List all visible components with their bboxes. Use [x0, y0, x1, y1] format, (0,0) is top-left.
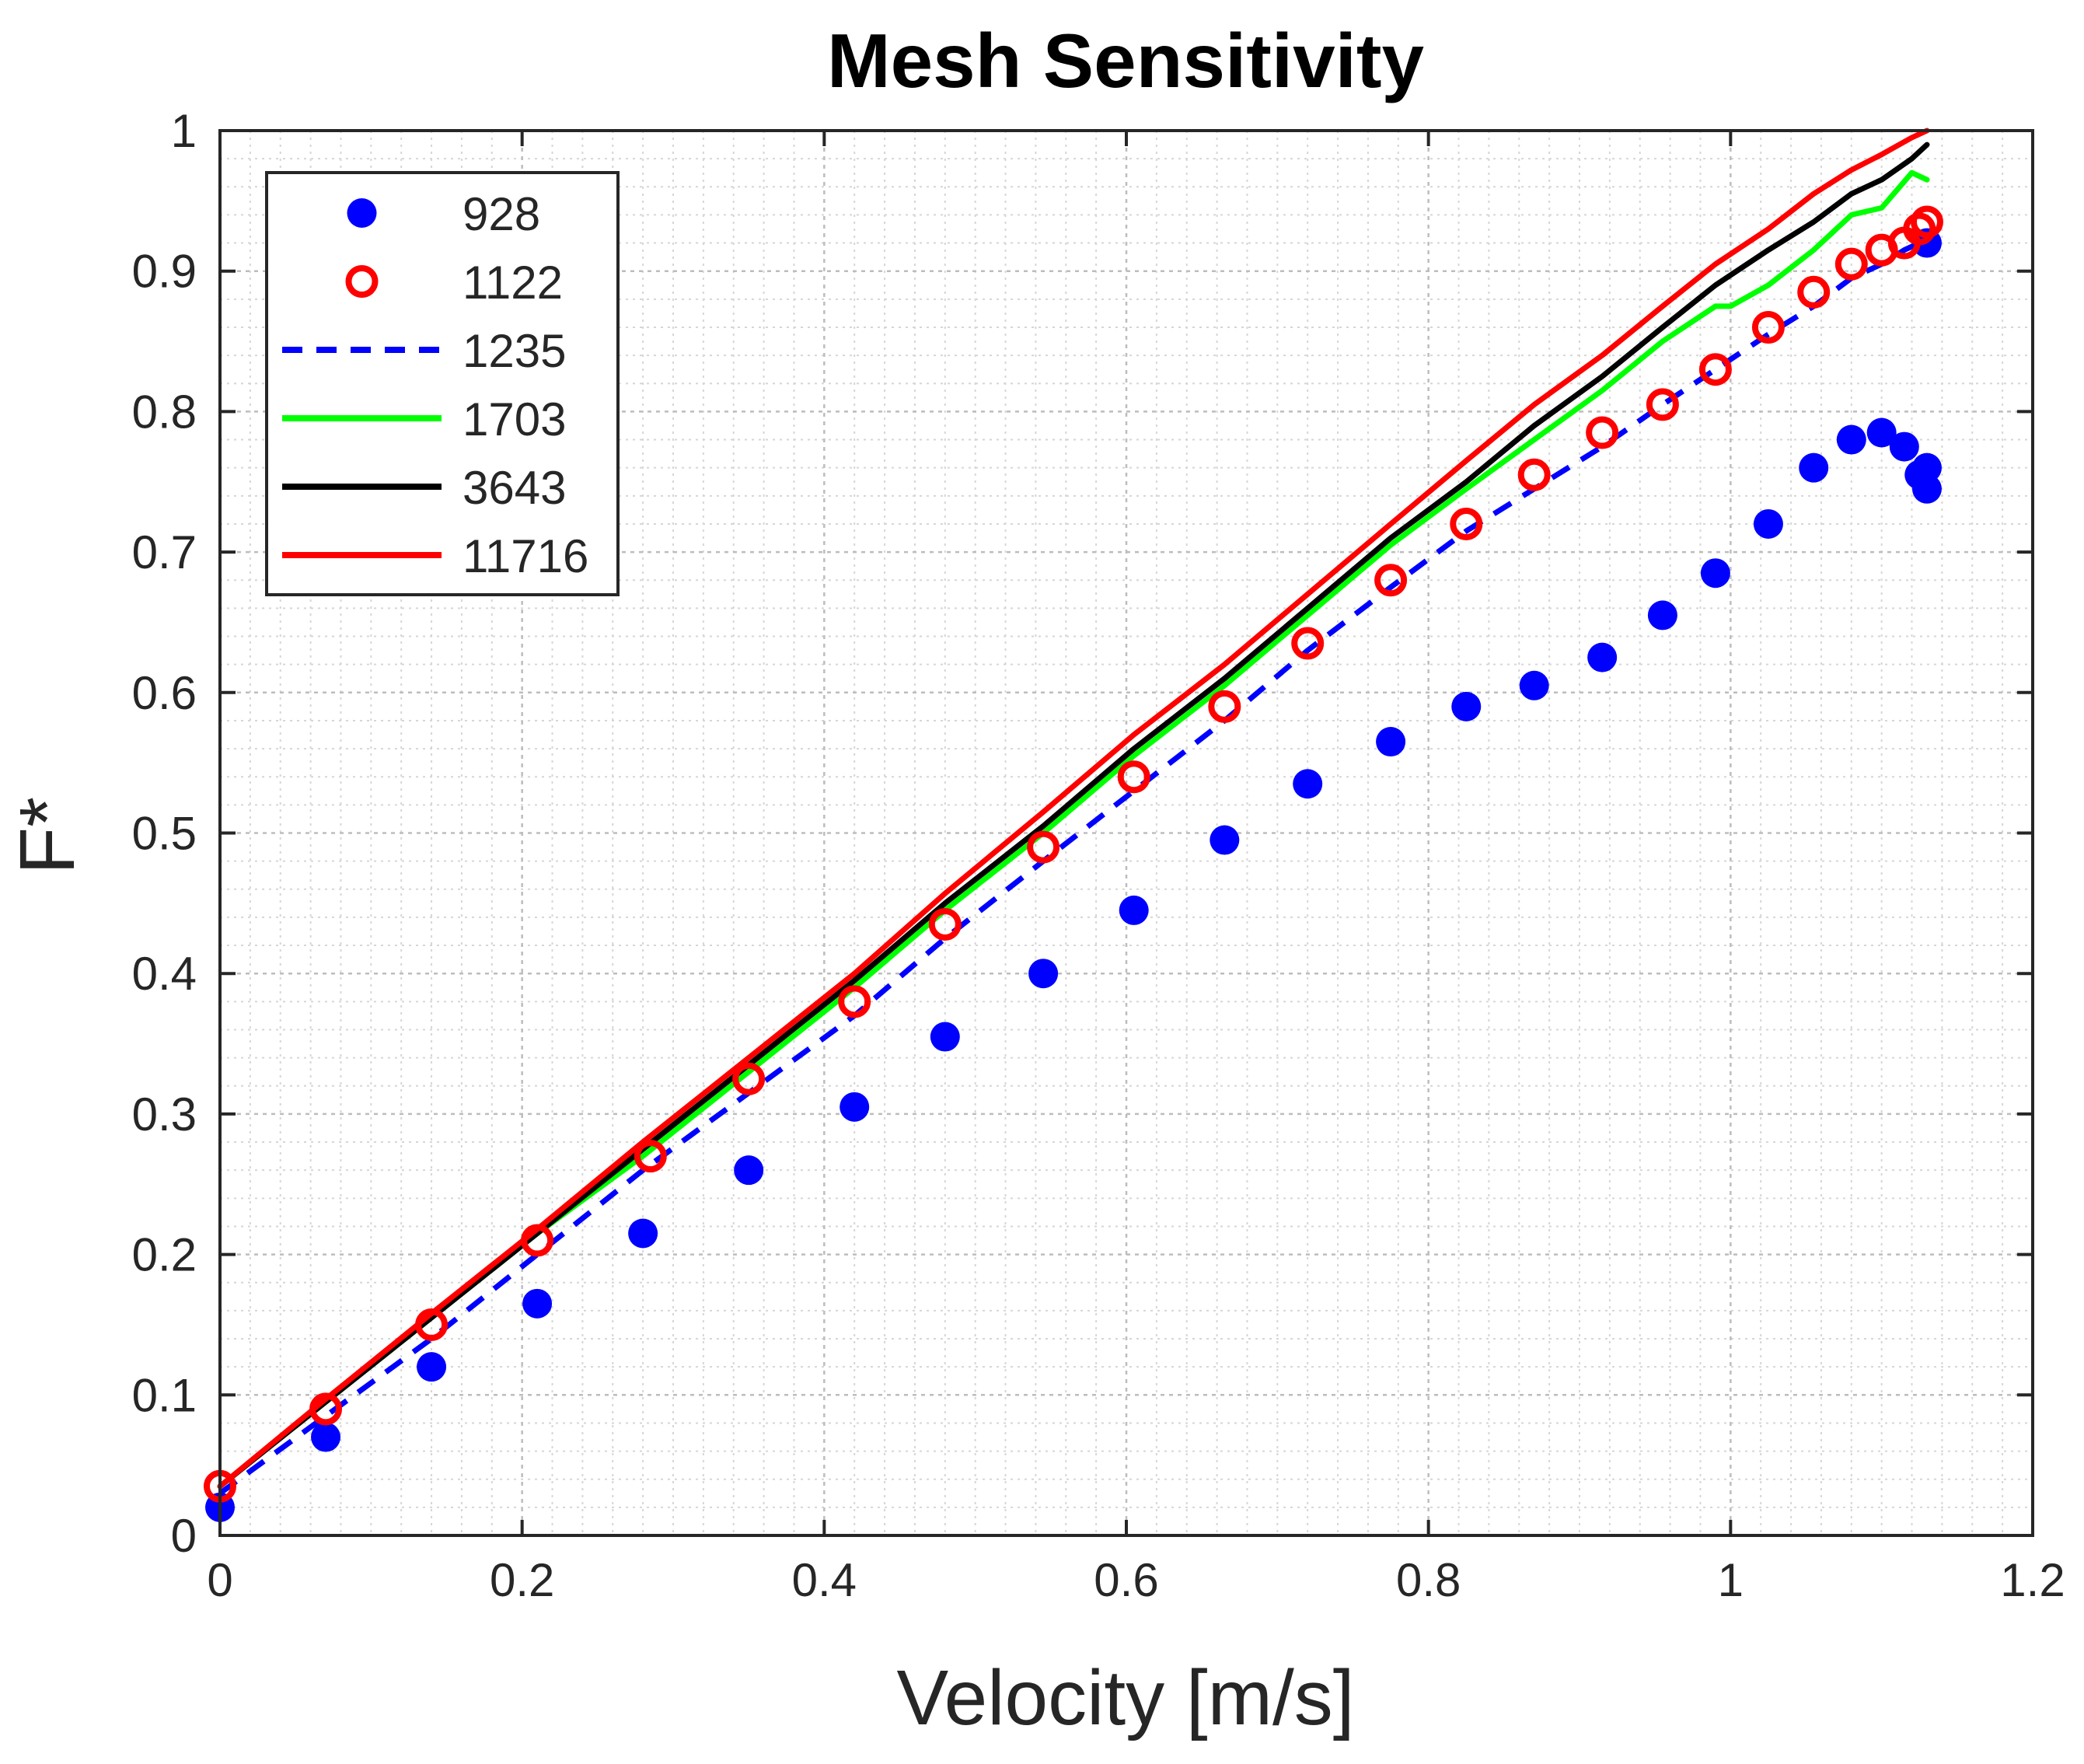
x-tick-label: 0.2 — [490, 1554, 554, 1606]
y-tick-label: 0.5 — [132, 808, 197, 860]
point-928 — [1799, 452, 1829, 483]
point-928 — [1210, 825, 1240, 855]
x-tick-label: 0.4 — [792, 1554, 857, 1606]
point-928 — [1889, 431, 1919, 462]
point-1122 — [1698, 353, 1732, 386]
y-axis-label: F* — [4, 797, 91, 875]
point-928 — [1451, 691, 1482, 721]
y-tick-label: 0.4 — [132, 948, 197, 1000]
y-tick-label: 1 — [171, 105, 197, 157]
point-928 — [1911, 452, 1942, 483]
point-928 — [1647, 600, 1677, 630]
point-928 — [734, 1155, 764, 1186]
legend-label-1235: 1235 — [463, 325, 566, 377]
point-1122 — [1903, 212, 1936, 246]
point-1122 — [732, 1062, 766, 1095]
point-1122 — [1027, 830, 1060, 864]
point-1122 — [1910, 205, 1943, 239]
point-1122 — [1517, 458, 1551, 491]
point-928 — [1119, 895, 1149, 925]
point-928 — [1866, 417, 1897, 448]
ticks-layer — [218, 129, 2034, 1537]
series-line-1703 — [217, 169, 1930, 1490]
series-line-11716 — [217, 127, 1930, 1490]
point-1122 — [1751, 310, 1785, 344]
x-tick-label: 1 — [1718, 1554, 1744, 1606]
point-928 — [1519, 670, 1549, 700]
point-1122 — [1834, 247, 1868, 281]
legend-label-1703: 1703 — [463, 393, 566, 445]
point-928 — [1911, 473, 1942, 504]
point-1122 — [1291, 627, 1325, 660]
legend-marker-1122 — [345, 265, 379, 298]
y-tick-label: 0.8 — [132, 386, 197, 438]
x-axis-label: Velocity [m/s] — [896, 1654, 1354, 1741]
point-928 — [1836, 424, 1866, 455]
x-tick-label: 0 — [207, 1554, 232, 1606]
point-1122 — [309, 1392, 343, 1426]
legend: 928 1122 1235 1703 3643 11716 — [265, 171, 620, 596]
chart-title: Mesh Sensitivity — [827, 18, 1424, 103]
point-928 — [1753, 508, 1783, 539]
x-tick-label: 0.8 — [1396, 1554, 1461, 1606]
point-928 — [311, 1422, 341, 1452]
point-928 — [1293, 769, 1323, 799]
point-1122 — [928, 907, 962, 941]
point-1122 — [1374, 564, 1408, 597]
x-tick-label: 0.6 — [1094, 1554, 1158, 1606]
point-928 — [930, 1022, 960, 1052]
y-tick-label: 0.6 — [132, 667, 197, 719]
x-tick-label: 1.2 — [2000, 1554, 2065, 1606]
legend-label-3643: 3643 — [463, 462, 566, 514]
point-1122 — [1450, 507, 1483, 540]
y-tick-label: 0.9 — [132, 246, 197, 298]
point-928 — [1700, 558, 1730, 589]
point-928 — [522, 1288, 553, 1319]
series-line-3643 — [217, 141, 1930, 1490]
y-tick-label: 0.1 — [132, 1369, 197, 1421]
point-928 — [1587, 642, 1618, 672]
point-1122 — [415, 1308, 449, 1341]
point-1122 — [838, 985, 871, 1018]
y-tick-labels: 0 0.1 0.2 0.3 0.4 0.5 0.6 0.7 0.8 0.9 1 — [132, 105, 197, 1562]
point-928 — [417, 1352, 447, 1382]
x-tick-labels: 0 0.2 0.4 0.6 0.8 1 1.2 — [207, 1554, 2065, 1606]
y-tick-label: 0 — [171, 1510, 197, 1562]
point-1122 — [1208, 690, 1241, 723]
point-1122 — [634, 1140, 667, 1173]
legend-marker-928 — [347, 198, 377, 228]
point-928 — [628, 1218, 658, 1249]
y-tick-label: 0.7 — [132, 526, 197, 578]
legend-label-928: 928 — [463, 188, 540, 240]
point-1122 — [1117, 760, 1150, 794]
point-928 — [1376, 727, 1406, 757]
point-928 — [840, 1092, 870, 1122]
legend-box — [265, 171, 620, 596]
point-928 — [1028, 959, 1059, 989]
y-tick-label: 0.3 — [132, 1088, 197, 1140]
legend-label-1122: 1122 — [463, 257, 563, 309]
legend-label-11716: 11716 — [463, 530, 588, 582]
point-1122 — [1646, 388, 1679, 421]
y-tick-label: 0.2 — [132, 1229, 197, 1281]
point-1122 — [1586, 416, 1619, 449]
point-1122 — [1797, 275, 1831, 309]
point-1122 — [521, 1224, 554, 1257]
series-layer — [204, 127, 1943, 1522]
